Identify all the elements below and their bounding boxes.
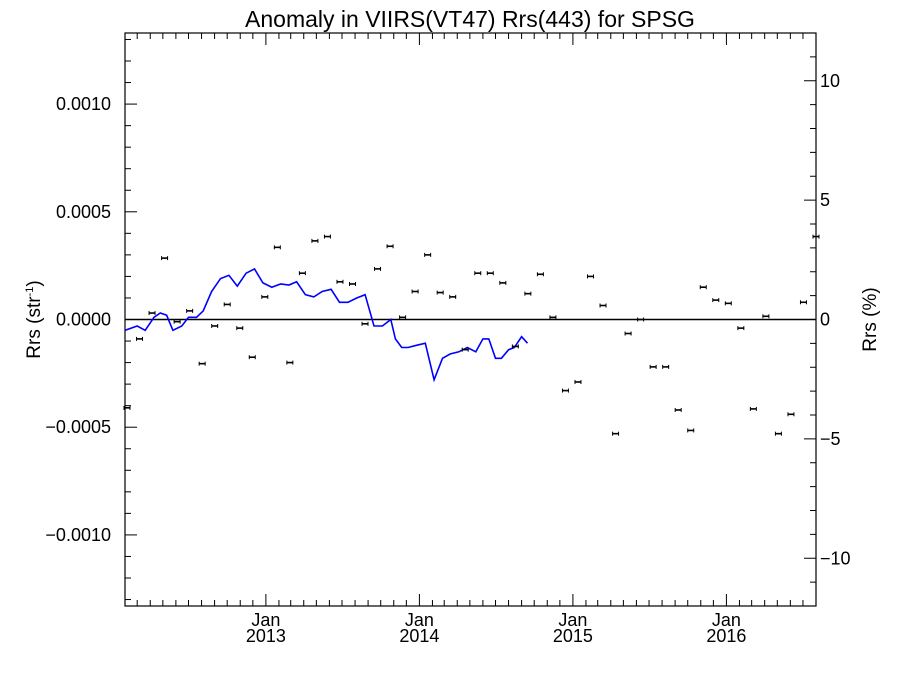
left-tick-label: 0.0000 [56,310,111,330]
data-point [311,238,319,243]
data-point [699,285,707,290]
data-point [774,431,782,436]
data-point [549,315,557,320]
right-axis-ticks: 10 5 0 −5 −10 [804,32,851,607]
data-point [612,431,620,436]
data-point [411,289,419,294]
data-point [223,302,231,307]
data-point [737,326,745,331]
data-point [461,347,469,352]
series-line-blue [124,267,529,383]
x-tick-month: Jan [251,610,280,630]
data-point [236,326,244,331]
data-point [436,290,444,295]
data-point [336,279,344,284]
y-axis-label-left-text: Rrs (str [24,296,45,359]
data-point [499,280,507,285]
x-tick-month: Jan [712,610,741,630]
right-tick-label: −10 [820,548,851,568]
x-tick-month: Jan [405,610,434,630]
data-points [123,234,820,436]
data-point [762,314,770,319]
left-tick-label: 0.0010 [56,94,111,114]
right-tick-label: 10 [820,71,840,91]
data-point [386,244,394,249]
data-point [424,252,432,257]
data-point [123,405,131,410]
left-tick-label: 0.0005 [56,202,111,222]
x-tick-year: 2016 [706,626,746,646]
data-point [136,336,144,341]
data-point [536,272,544,277]
data-point [561,388,569,393]
right-tick-label: 0 [820,310,830,330]
data-point [361,321,369,326]
data-point [687,428,695,433]
y-axis-label-left-exponent: -1 [24,287,36,297]
data-point [574,379,582,384]
chart-title: Anomaly in VIIRS(VT47) Rrs(443) for SPSG [245,6,695,32]
data-point [749,406,757,411]
data-point [524,291,532,296]
left-tick-label: −0.0005 [45,417,111,437]
data-point [674,407,682,412]
data-point [474,271,482,276]
x-tick-month: Jan [558,610,587,630]
y-axis-label-right: Rrs (%) [860,287,881,351]
data-point [248,355,256,360]
data-point [261,294,269,299]
data-point [273,245,281,250]
data-point [787,412,795,417]
data-point [486,271,494,276]
data-point [186,308,194,313]
data-point [649,364,657,369]
right-tick-label: 5 [820,190,830,210]
data-point [637,317,645,322]
data-point [374,266,382,271]
left-axis-ticks: 0.0010 0.0005 0.0000 −0.0005 −0.0010 [45,38,137,601]
data-point [198,361,206,366]
x-tick-year: 2013 [246,626,286,646]
x-tick-year: 2015 [553,626,593,646]
data-point [148,311,156,316]
data-point [161,256,169,261]
data-point [286,360,294,365]
data-point [449,294,457,299]
data-point [587,274,595,279]
right-tick-label: −5 [820,429,841,449]
data-point [323,234,331,239]
data-point [662,364,670,369]
y-axis-label-left: Rrs (str-1) [24,280,45,358]
left-tick-label: −0.0010 [45,525,111,545]
y-axis-label-left-close: ) [24,280,45,286]
data-point [624,331,632,336]
data-point [511,344,519,349]
x-tick-year: 2014 [399,626,439,646]
data-point [211,323,219,328]
data-point [812,234,820,239]
plot-area: 0.0010 0.0005 0.0000 −0.0005 −0.0010 10 5 0 −5 −… [45,32,851,646]
data-point [173,319,181,324]
data-point [599,303,607,308]
data-point [298,271,306,276]
data-point [799,300,807,305]
data-point [348,281,356,286]
data-point [724,301,732,306]
data-point [399,315,407,320]
data-point [712,298,720,303]
